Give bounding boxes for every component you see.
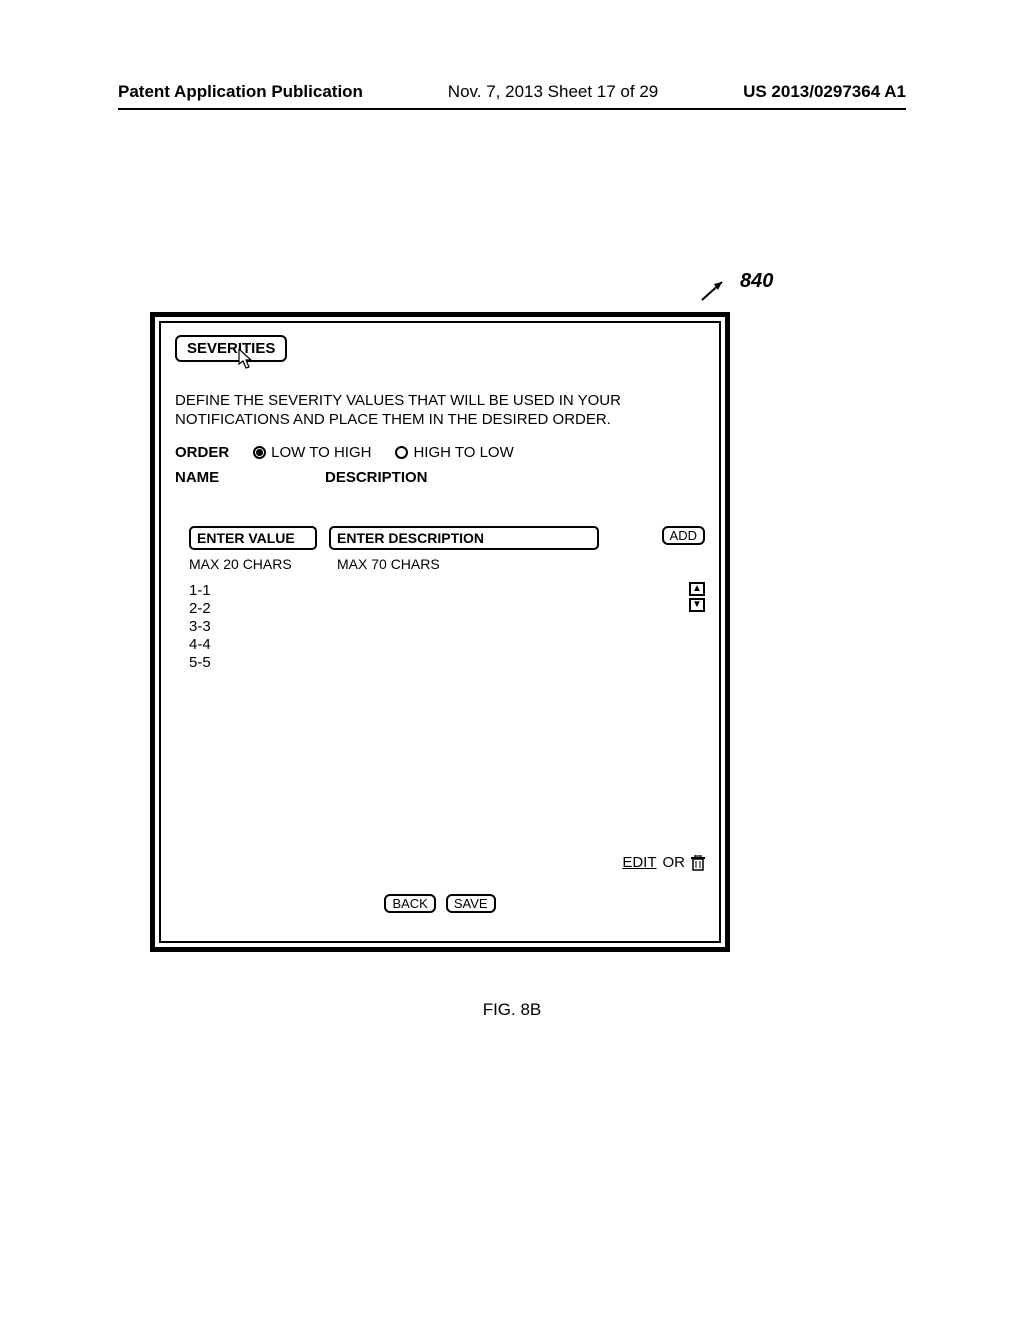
window-outer-frame: SEVERITIES DEFINE THE SEVERITY VALUES TH… (150, 312, 730, 952)
column-headers: NAME DESCRIPTION (175, 469, 705, 486)
reference-number: 840 (740, 270, 773, 293)
order-label: ORDER (175, 444, 229, 461)
severity-list[interactable]: 1-1 2-2 3-3 4-4 5-5 (189, 582, 211, 672)
order-stepper: ▲ ▼ (689, 582, 705, 612)
trash-icon[interactable] (691, 855, 705, 871)
radio-high-to-low[interactable]: HIGH TO LOW (395, 444, 513, 461)
reference-arrow-icon (700, 276, 726, 309)
cursor-icon (237, 349, 255, 371)
radio-icon (395, 446, 408, 459)
radio-icon (253, 446, 266, 459)
publication-number: US 2013/0297364 A1 (743, 82, 906, 102)
radio-label: HIGH TO LOW (413, 444, 513, 461)
or-text: OR (663, 854, 686, 871)
list-item[interactable]: 4-4 (189, 636, 211, 654)
desc-hint: MAX 70 CHARS (337, 556, 440, 572)
bottom-buttons: BACK SAVE (161, 894, 719, 913)
save-button[interactable]: SAVE (446, 894, 496, 913)
instruction-text: DEFINE THE SEVERITY VALUES THAT WILL BE … (175, 392, 705, 430)
list-item[interactable]: 2-2 (189, 600, 211, 618)
tab-label: SEVERITIES (187, 340, 275, 357)
description-input[interactable]: ENTER DESCRIPTION (329, 526, 599, 550)
col-name: NAME (175, 469, 325, 486)
list-item[interactable]: 5-5 (189, 654, 211, 672)
save-label: SAVE (454, 896, 488, 911)
input-hints: MAX 20 CHARS MAX 70 CHARS (175, 556, 705, 572)
radio-label: LOW TO HIGH (271, 444, 371, 461)
input-row: ENTER VALUE ENTER DESCRIPTION ADD (175, 526, 705, 550)
order-row: ORDER LOW TO HIGH HIGH TO LOW (175, 444, 705, 461)
edit-row: EDIT OR (622, 854, 705, 871)
list-item[interactable]: 1-1 (189, 582, 211, 600)
page-header: Patent Application Publication Nov. 7, 2… (118, 82, 906, 102)
value-hint: MAX 20 CHARS (189, 556, 337, 572)
value-input[interactable]: ENTER VALUE (189, 526, 317, 550)
desc-placeholder: ENTER DESCRIPTION (337, 530, 484, 546)
back-button[interactable]: BACK (384, 894, 435, 913)
move-down-button[interactable]: ▼ (689, 598, 705, 612)
add-label: ADD (670, 528, 697, 543)
list-area: 1-1 2-2 3-3 4-4 5-5 ▲ ▼ (175, 582, 705, 672)
value-placeholder: ENTER VALUE (197, 530, 295, 546)
severities-tab[interactable]: SEVERITIES (175, 335, 287, 362)
list-item[interactable]: 3-3 (189, 618, 211, 636)
header-rule (118, 108, 906, 110)
publication-label: Patent Application Publication (118, 82, 363, 102)
window-inner-frame: SEVERITIES DEFINE THE SEVERITY VALUES TH… (159, 321, 721, 943)
move-up-button[interactable]: ▲ (689, 582, 705, 596)
col-description: DESCRIPTION (325, 469, 428, 486)
add-button[interactable]: ADD (662, 526, 705, 545)
date-sheet: Nov. 7, 2013 Sheet 17 of 29 (448, 82, 658, 102)
radio-low-to-high[interactable]: LOW TO HIGH (253, 444, 371, 461)
back-label: BACK (392, 896, 427, 911)
figure-label: FIG. 8B (0, 1000, 1024, 1020)
edit-link[interactable]: EDIT (622, 854, 656, 871)
